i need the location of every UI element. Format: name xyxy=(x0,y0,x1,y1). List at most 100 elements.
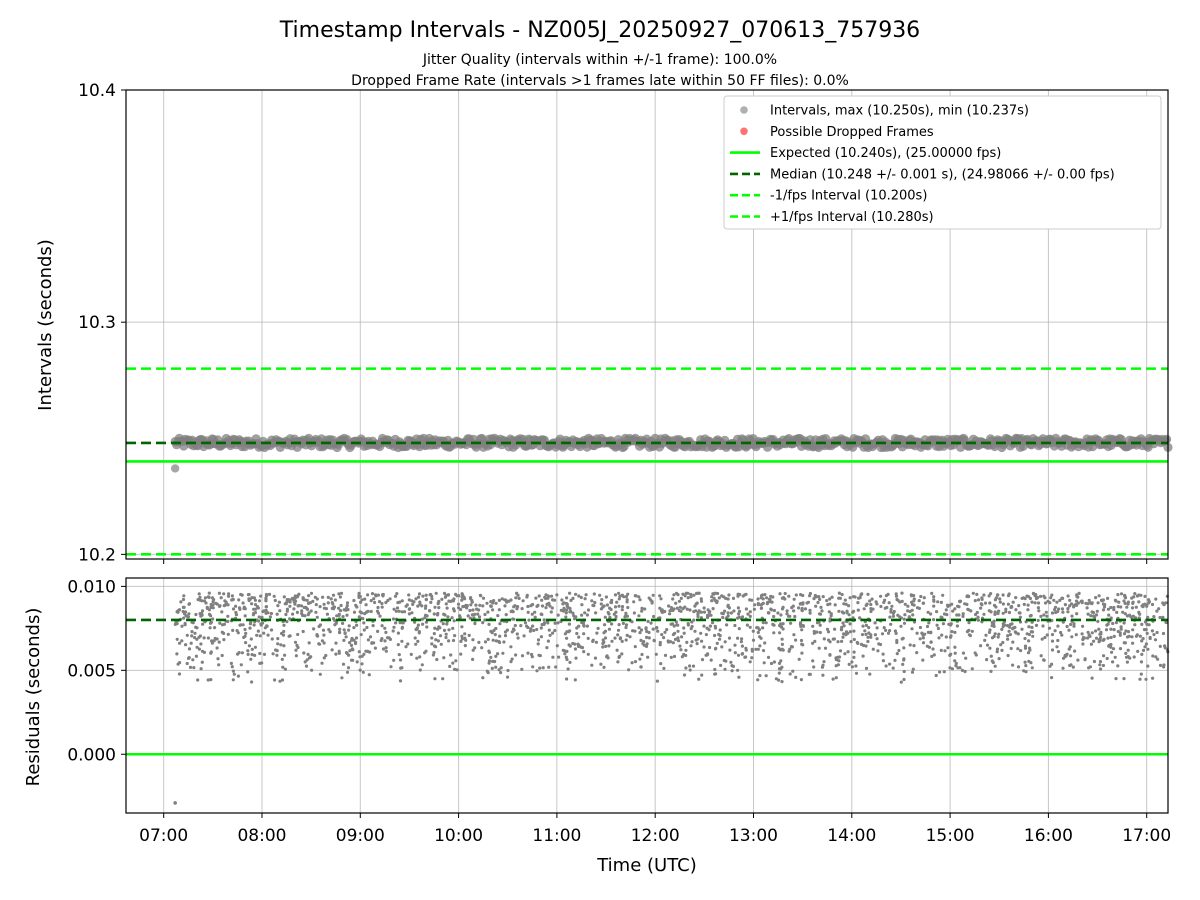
residual-point xyxy=(626,592,630,596)
residual-point xyxy=(346,666,351,670)
residual-point xyxy=(424,620,428,624)
residual-point xyxy=(707,614,711,618)
residual-point xyxy=(262,631,266,635)
residual-point xyxy=(318,672,322,676)
residual-point xyxy=(481,676,485,680)
residual-point xyxy=(372,597,376,601)
residual-point xyxy=(778,648,783,652)
residual-point xyxy=(370,641,374,645)
residual-point xyxy=(373,600,377,605)
residual-point xyxy=(306,601,311,606)
residual-point xyxy=(464,638,468,642)
residual-point xyxy=(1050,639,1055,643)
residual-point xyxy=(620,608,624,612)
residual-point xyxy=(875,637,879,641)
residual-point xyxy=(931,647,935,651)
residual-point xyxy=(1138,634,1142,638)
residual-point xyxy=(864,666,869,671)
residual-point xyxy=(874,600,878,604)
residual-point xyxy=(901,662,905,667)
residual-point xyxy=(273,678,277,682)
residual-point xyxy=(527,618,531,622)
residual-point xyxy=(940,633,944,637)
residual-point xyxy=(720,645,724,649)
residual-point xyxy=(1117,600,1121,604)
residual-point xyxy=(572,614,576,618)
residual-point xyxy=(836,640,840,644)
residual-point xyxy=(1099,598,1104,602)
residual-point xyxy=(669,640,673,644)
residual-point xyxy=(337,612,341,617)
residual-point xyxy=(338,609,343,613)
residual-point xyxy=(367,673,371,677)
residual-point xyxy=(625,633,629,638)
residual-point xyxy=(276,637,280,641)
residual-point xyxy=(799,678,804,682)
residual-point xyxy=(435,657,439,662)
residual-point xyxy=(515,632,519,636)
x-tick-label: 17:00 xyxy=(1122,826,1171,846)
residual-point xyxy=(318,623,322,627)
residual-point xyxy=(852,629,856,633)
residual-point xyxy=(420,663,424,667)
residual-point xyxy=(571,611,575,615)
residual-point xyxy=(417,630,421,634)
residual-point xyxy=(494,639,498,643)
residual-point xyxy=(828,653,832,657)
residuals-y-tick-label: 0.005 xyxy=(67,661,116,681)
residual-point xyxy=(1095,609,1099,613)
residual-point xyxy=(1026,608,1030,612)
residual-point xyxy=(693,629,697,633)
residual-point xyxy=(907,616,911,620)
residual-point xyxy=(1086,636,1090,640)
residual-point xyxy=(896,598,900,602)
residual-point xyxy=(1036,618,1040,623)
residual-point xyxy=(202,636,206,640)
residual-point xyxy=(237,598,241,602)
residual-point xyxy=(303,660,307,664)
residual-point xyxy=(607,627,612,631)
residual-point xyxy=(683,605,687,609)
residual-point xyxy=(441,622,445,626)
residual-point xyxy=(989,669,993,674)
residual-point xyxy=(526,604,530,609)
residual-point xyxy=(748,660,752,664)
residual-point xyxy=(929,612,933,616)
residual-point xyxy=(416,595,421,599)
residual-point xyxy=(331,593,336,597)
residual-point xyxy=(443,613,447,617)
residuals-y-tick-label: 0.000 xyxy=(67,745,116,765)
residual-point xyxy=(1118,647,1123,651)
residual-point xyxy=(1013,625,1017,630)
residual-point xyxy=(910,627,914,631)
residual-point xyxy=(397,609,401,613)
residual-point xyxy=(903,602,907,606)
residual-point xyxy=(352,626,356,630)
residual-point xyxy=(678,605,682,609)
residual-point xyxy=(1042,613,1046,617)
residual-point xyxy=(685,607,689,611)
residual-point xyxy=(676,629,680,633)
residual-point xyxy=(1147,623,1151,627)
residual-point xyxy=(712,596,716,601)
residual-point xyxy=(453,634,457,638)
residual-point xyxy=(293,595,297,599)
residual-point xyxy=(983,601,988,605)
residual-point xyxy=(272,594,276,598)
residual-point xyxy=(1018,615,1023,619)
residual-point xyxy=(1093,615,1097,619)
residual-point xyxy=(988,628,992,632)
residual-point xyxy=(1161,631,1166,636)
residual-point xyxy=(1080,632,1084,636)
residual-point xyxy=(1042,594,1046,598)
residual-point xyxy=(586,652,590,656)
residual-point xyxy=(420,617,424,621)
residual-point xyxy=(842,611,846,615)
residual-point xyxy=(614,614,618,619)
residual-point xyxy=(710,599,714,603)
residual-point xyxy=(362,621,366,625)
residual-point xyxy=(487,649,491,653)
residual-point xyxy=(497,598,501,603)
residual-point xyxy=(624,614,628,618)
residual-point xyxy=(452,619,456,623)
